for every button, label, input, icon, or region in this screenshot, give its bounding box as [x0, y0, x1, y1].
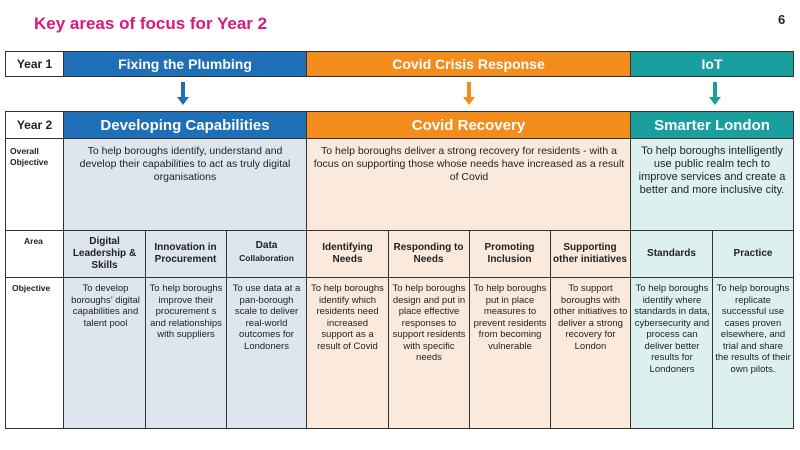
page-title: Key areas of focus for Year 2 [34, 14, 268, 33]
col-divider [145, 230, 146, 429]
area-standards: Standards [647, 248, 696, 259]
year1-iot: IoT [630, 51, 794, 77]
overall-objective-smarter-london: To help boroughs intelligently use publi… [638, 145, 786, 196]
column-bg-capabilities [64, 139, 306, 428]
area-practice: Practice [733, 248, 773, 259]
col-divider [306, 139, 307, 429]
objective-practice: To help boroughs replicate successful us… [715, 283, 791, 375]
area-innovation-procurement: Innovation in Procurement [154, 242, 217, 265]
objective-standards: To help boroughs identify where standard… [634, 283, 710, 375]
year1-fixing-plumbing: Fixing the Plumbing [63, 51, 307, 77]
year2-label: Year 2 [5, 111, 64, 139]
col-divider [469, 230, 470, 429]
area-promoting-inclusion: Promoting Inclusion [484, 242, 535, 265]
objective-digital-leadership: To develop boroughs’ digital capabilitie… [71, 283, 140, 329]
area-responding-needs: Responding to Needs [393, 242, 464, 265]
year2-developing-capabilities: Developing Capabilities [63, 111, 307, 139]
area-label: Area [24, 236, 43, 246]
year1-label: Year 1 [5, 51, 64, 77]
col-divider [226, 230, 227, 429]
year2-smarter-london: Smarter London [630, 111, 794, 139]
objective-innovation-procurement: To help boroughs improve their procureme… [149, 283, 223, 340]
area-data-word: Data [255, 240, 278, 251]
objective-responding-needs: To help boroughs design and put in place… [392, 283, 466, 363]
row-divider [5, 277, 794, 278]
column-bg-recovery [307, 139, 630, 428]
col-divider [712, 230, 713, 429]
objective-data-collaboration: To use data at a pan-borough scale to de… [232, 283, 301, 352]
overall-objective-recovery: To help boroughs deliver a strong recove… [313, 145, 625, 183]
page-number: 6 [778, 12, 786, 27]
col-divider [630, 139, 631, 429]
objective-promoting-inclusion: To help boroughs put in place measures t… [473, 283, 547, 352]
area-supporting-initiatives: Supporting other initiatives [553, 242, 627, 265]
area-identifying-needs: Identifying Needs [322, 242, 373, 265]
col-divider [63, 139, 64, 429]
objective-label: Objective [12, 283, 51, 293]
col-divider [388, 230, 389, 429]
row-divider [5, 230, 794, 231]
objective-identifying-needs: To help boroughs identify which resident… [311, 283, 384, 352]
overall-objective-label: Overall Objective [10, 146, 49, 167]
overall-objective-capabilities: To help boroughs identify, understand an… [79, 145, 291, 183]
year2-covid-recovery: Covid Recovery [306, 111, 631, 139]
area-digital-leadership: Digital Leadership & Skills [72, 236, 137, 271]
area-collaboration-word: Collaboration [239, 253, 294, 263]
objective-supporting-initiatives: To support boroughs with other initiativ… [553, 283, 628, 352]
col-divider [550, 230, 551, 429]
area-data-collaboration: Data Collaboration [228, 240, 305, 264]
year1-covid-crisis-response: Covid Crisis Response [306, 51, 631, 77]
